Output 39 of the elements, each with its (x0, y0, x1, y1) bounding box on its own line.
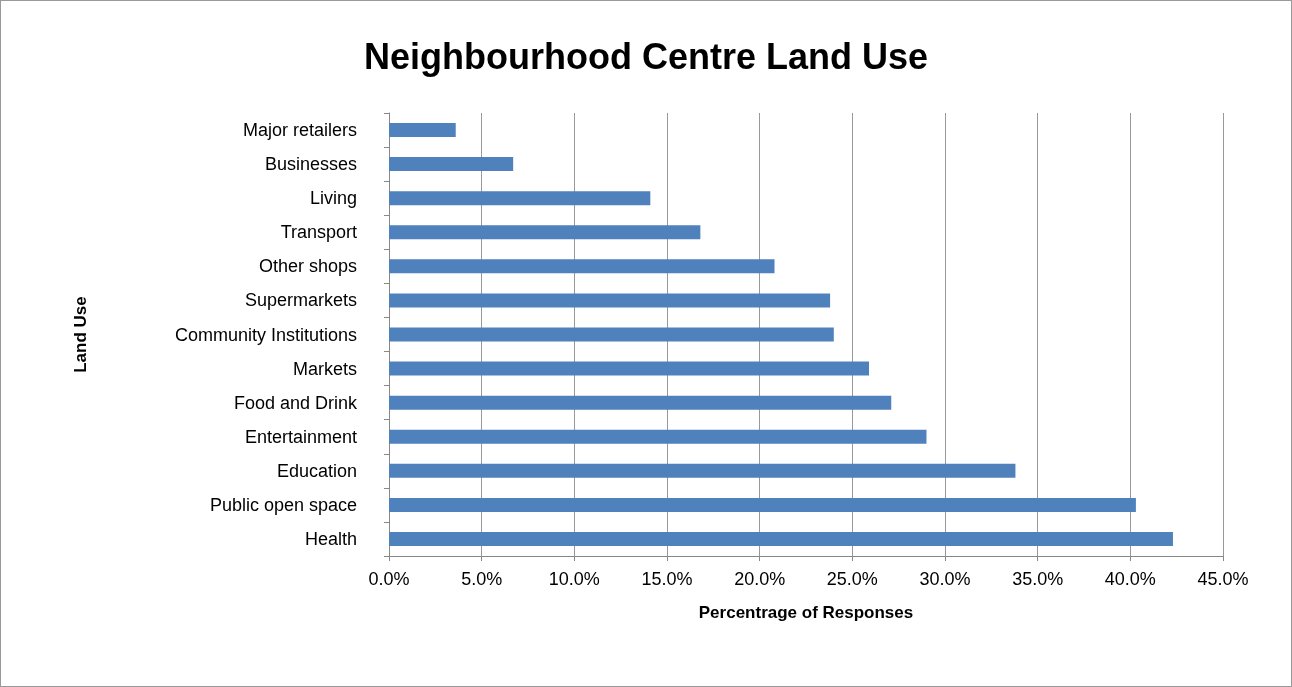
y-tick-label: Education (276, 460, 357, 481)
x-axis-title: Percentrage of Responses (698, 603, 914, 622)
bar (389, 191, 651, 206)
y-axis-title: Land Use (71, 296, 90, 373)
y-tick-label: Public open space (209, 494, 357, 515)
bar (389, 259, 775, 274)
y-tick-label: Living (309, 188, 357, 209)
bar (389, 293, 831, 308)
y-tick-label: Other shops (258, 256, 357, 277)
y-tick-label: Major retailers (242, 120, 357, 141)
x-tick-label: 30.0% (919, 569, 971, 589)
bar (389, 395, 892, 410)
bar (389, 123, 456, 138)
x-tick-label: 20.0% (734, 569, 786, 589)
x-tick-label: 25.0% (826, 569, 878, 589)
bar (389, 429, 927, 444)
y-tick-label: Food and Drink (233, 392, 358, 413)
y-tick-label: Entertainment (244, 426, 357, 447)
y-tick-label: Community Institutions (174, 324, 357, 345)
y-tick-label: Supermarkets (244, 290, 357, 311)
x-tick-label: 0.0% (368, 569, 410, 589)
chart-title: Neighbourhood Centre Land Use (363, 35, 929, 77)
y-tick-label: Markets (292, 358, 357, 379)
x-tick-label: 45.0% (1197, 569, 1249, 589)
y-tick-label: Health (304, 528, 357, 549)
y-tick-label: Businesses (264, 154, 357, 175)
bar (389, 463, 1016, 478)
bar (389, 531, 1173, 546)
x-tick-label: 35.0% (1012, 569, 1064, 589)
x-tick-label: 15.0% (641, 569, 693, 589)
bar (389, 361, 870, 376)
y-tick-label: Transport (280, 222, 357, 243)
bar (389, 497, 1136, 512)
x-tick-label: 40.0% (1104, 569, 1156, 589)
x-tick-label: 10.0% (548, 569, 600, 589)
bar (389, 157, 514, 172)
bar (389, 327, 834, 342)
x-tick-label: 5.0% (461, 569, 503, 589)
bar (389, 225, 701, 240)
